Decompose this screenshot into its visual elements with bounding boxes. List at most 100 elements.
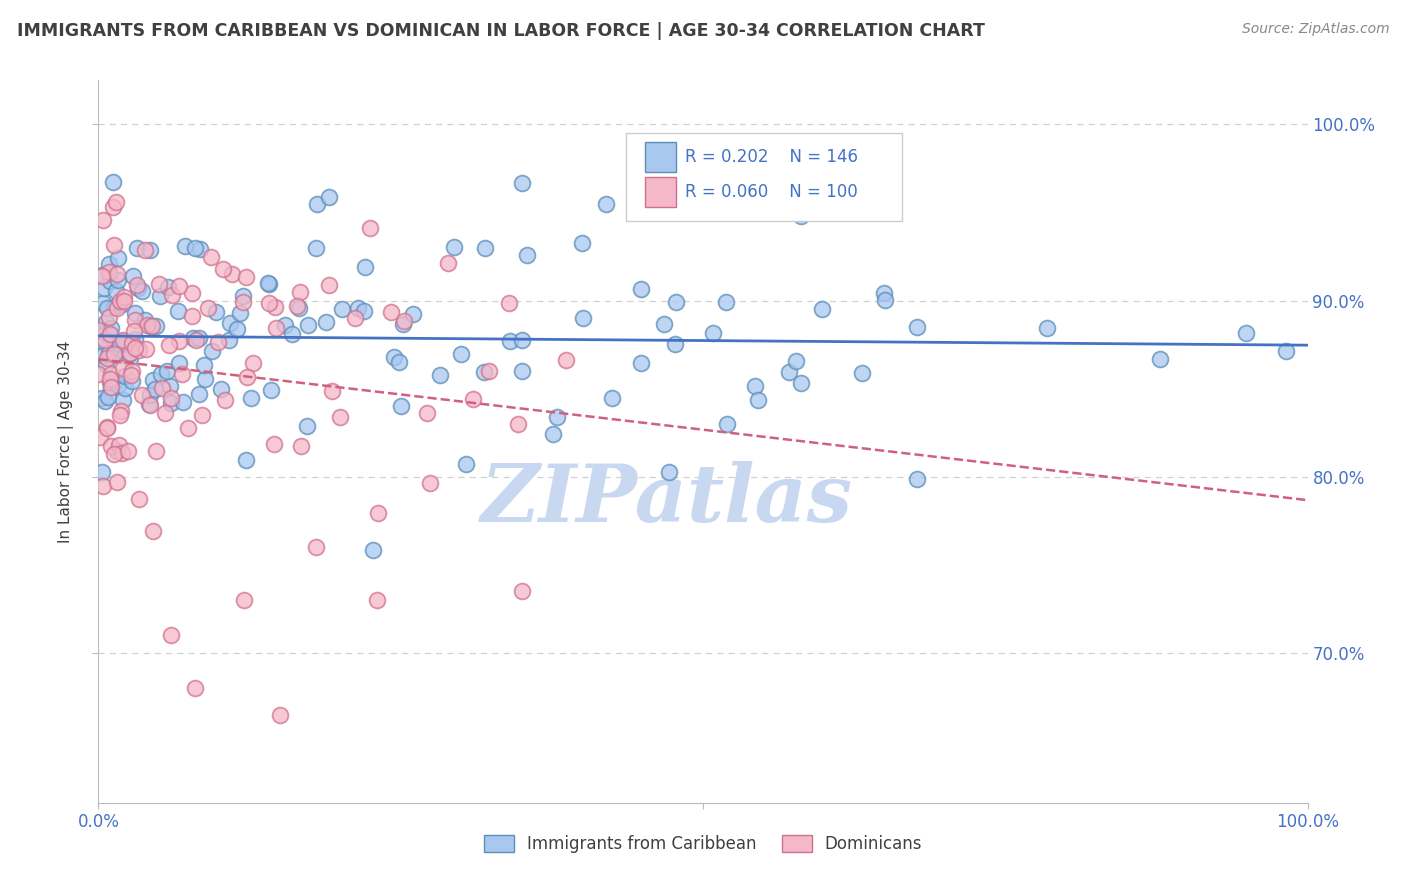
Point bbox=[150, 381, 173, 395]
Point bbox=[155, 406, 177, 420]
Point bbox=[96, 421, 118, 435]
Point bbox=[321, 384, 343, 398]
Point bbox=[225, 322, 247, 336]
Text: R = 0.202    N = 146: R = 0.202 N = 146 bbox=[686, 148, 859, 166]
Point bbox=[174, 238, 197, 252]
Point bbox=[160, 288, 183, 302]
Point bbox=[157, 280, 180, 294]
Point bbox=[747, 393, 769, 408]
Point bbox=[437, 256, 460, 270]
Point bbox=[194, 372, 217, 386]
Point bbox=[139, 318, 162, 333]
Point bbox=[103, 375, 125, 389]
Point bbox=[89, 430, 111, 444]
Point bbox=[96, 315, 118, 329]
Point bbox=[111, 393, 134, 408]
Point bbox=[778, 365, 800, 379]
Point bbox=[193, 358, 215, 372]
Point bbox=[149, 289, 172, 303]
Point bbox=[257, 296, 280, 310]
Point bbox=[103, 237, 125, 252]
Point bbox=[716, 417, 738, 431]
Point bbox=[905, 319, 928, 334]
Point bbox=[91, 212, 114, 227]
Point bbox=[120, 346, 142, 360]
Point bbox=[630, 356, 652, 370]
Point bbox=[91, 479, 114, 493]
Point bbox=[330, 302, 353, 317]
Point bbox=[112, 333, 135, 347]
Point bbox=[207, 334, 229, 349]
Point bbox=[139, 243, 162, 257]
Point bbox=[142, 373, 165, 387]
Text: IMMIGRANTS FROM CARIBBEAN VS DOMINICAN IN LABOR FORCE | AGE 30-34 CORRELATION CH: IMMIGRANTS FROM CARIBBEAN VS DOMINICAN I… bbox=[17, 22, 984, 40]
Point bbox=[595, 196, 617, 211]
Point bbox=[100, 380, 122, 394]
Point bbox=[744, 379, 766, 393]
Point bbox=[873, 285, 896, 300]
Text: ZIPatlas: ZIPatlas bbox=[481, 460, 853, 538]
Point bbox=[474, 241, 496, 255]
Point bbox=[232, 294, 254, 309]
Point bbox=[186, 333, 208, 347]
Point bbox=[135, 342, 157, 356]
Point bbox=[131, 284, 153, 298]
Point bbox=[114, 381, 136, 395]
Point bbox=[354, 260, 377, 275]
Point bbox=[499, 334, 522, 349]
Point bbox=[160, 396, 183, 410]
Point bbox=[112, 290, 135, 304]
Point bbox=[141, 318, 163, 333]
Point bbox=[359, 221, 381, 235]
Point bbox=[127, 281, 149, 295]
Point bbox=[112, 294, 135, 309]
Point bbox=[1234, 326, 1257, 340]
Point bbox=[98, 310, 121, 324]
Point bbox=[98, 343, 121, 358]
Point bbox=[117, 444, 139, 458]
Point bbox=[510, 176, 533, 190]
Point bbox=[218, 333, 240, 347]
Point bbox=[104, 284, 127, 298]
Point bbox=[652, 317, 675, 331]
Point bbox=[305, 541, 328, 555]
Point bbox=[156, 364, 179, 378]
Point bbox=[392, 317, 415, 331]
Point bbox=[498, 296, 520, 310]
Point bbox=[264, 300, 287, 314]
Point bbox=[256, 276, 278, 290]
Point bbox=[401, 307, 423, 321]
Point bbox=[664, 337, 686, 351]
Point bbox=[101, 175, 124, 189]
Point bbox=[121, 364, 143, 378]
Point bbox=[630, 282, 652, 296]
Point bbox=[232, 289, 254, 303]
Point bbox=[702, 326, 724, 341]
Point bbox=[90, 391, 112, 405]
Point bbox=[127, 241, 149, 255]
Point bbox=[510, 584, 533, 599]
Point bbox=[443, 240, 465, 254]
Point bbox=[94, 326, 117, 340]
Point bbox=[93, 281, 115, 295]
Point bbox=[205, 305, 228, 319]
Point bbox=[141, 318, 163, 333]
Point bbox=[380, 305, 402, 319]
Point bbox=[307, 197, 329, 211]
Point bbox=[98, 327, 121, 342]
Point bbox=[259, 383, 281, 397]
Point bbox=[98, 274, 121, 288]
Point bbox=[235, 269, 257, 284]
Point bbox=[91, 466, 114, 480]
Point bbox=[143, 382, 166, 396]
Point bbox=[104, 195, 127, 210]
Point bbox=[197, 301, 219, 315]
Point bbox=[114, 369, 136, 384]
Point bbox=[429, 368, 451, 382]
Point bbox=[108, 293, 131, 308]
Point bbox=[218, 316, 240, 330]
Point bbox=[546, 409, 568, 424]
Point bbox=[366, 593, 388, 607]
Point bbox=[105, 267, 128, 281]
Point bbox=[297, 318, 319, 332]
